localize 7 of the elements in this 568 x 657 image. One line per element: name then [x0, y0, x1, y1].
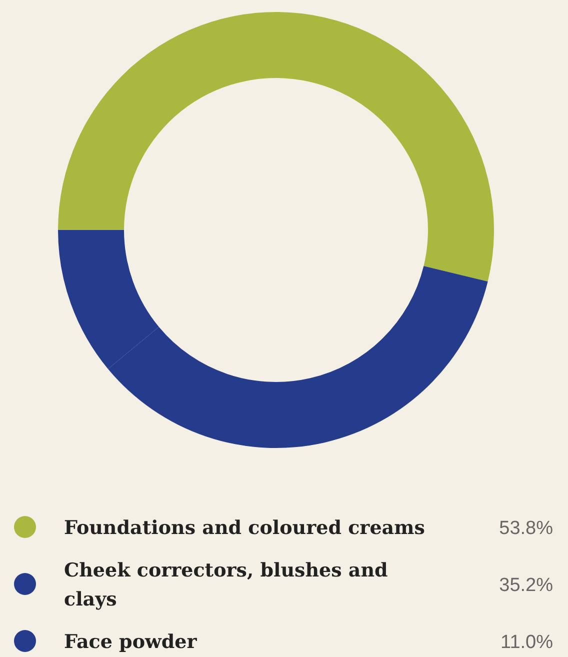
data-label: 35.2%	[499, 575, 554, 596]
donut-slice	[58, 12, 494, 282]
legend-label: Foundations and coloured creams	[64, 517, 425, 539]
data-label: 11.0%	[500, 632, 554, 653]
legend-label: Face powder	[64, 631, 198, 653]
data-label: 53.8%	[499, 518, 554, 539]
legend-label: Cheek correctors, blushes and clays	[64, 560, 388, 610]
